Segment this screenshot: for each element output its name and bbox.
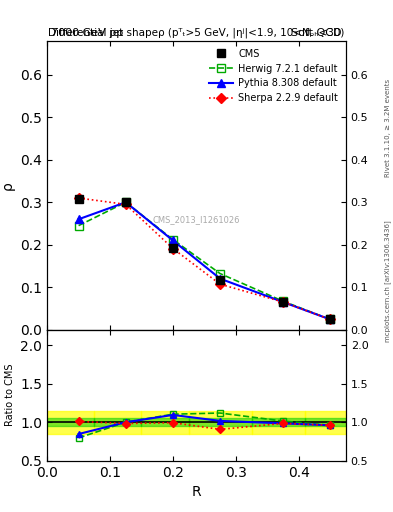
Pythia 8.308 default bbox=[171, 238, 175, 244]
Text: mcplots.cern.ch [arXiv:1306.3436]: mcplots.cern.ch [arXiv:1306.3436] bbox=[384, 221, 391, 343]
Sherpa 2.2.9 default bbox=[171, 245, 175, 251]
Sherpa 2.2.9 default bbox=[123, 201, 128, 207]
Legend: CMS, Herwig 7.2.1 default, Pythia 8.308 default, Sherpa 2.2.9 default: CMS, Herwig 7.2.1 default, Pythia 8.308 … bbox=[206, 46, 341, 106]
Line: Herwig 7.2.1 default: Herwig 7.2.1 default bbox=[74, 198, 334, 324]
Herwig 7.2.1 default bbox=[218, 270, 222, 276]
CMS bbox=[218, 276, 222, 283]
Pythia 8.308 default bbox=[328, 316, 332, 323]
Sherpa 2.2.9 default bbox=[328, 316, 332, 323]
Sherpa 2.2.9 default bbox=[218, 281, 222, 287]
Herwig 7.2.1 default bbox=[76, 223, 81, 229]
Herwig 7.2.1 default bbox=[123, 199, 128, 205]
CMS bbox=[123, 199, 128, 205]
Text: 7000 GeV pp: 7000 GeV pp bbox=[51, 28, 123, 38]
Text: Rivet 3.1.10, ≥ 3.2M events: Rivet 3.1.10, ≥ 3.2M events bbox=[385, 79, 391, 177]
X-axis label: R: R bbox=[192, 485, 201, 499]
Line: CMS: CMS bbox=[74, 195, 334, 323]
Herwig 7.2.1 default bbox=[281, 298, 285, 304]
Pythia 8.308 default bbox=[76, 216, 81, 222]
Text: CMS_2013_I1261026: CMS_2013_I1261026 bbox=[153, 216, 240, 224]
Pythia 8.308 default bbox=[218, 275, 222, 282]
Pythia 8.308 default bbox=[281, 299, 285, 305]
Herwig 7.2.1 default bbox=[328, 316, 332, 323]
CMS bbox=[76, 196, 81, 202]
Line: Sherpa 2.2.9 default: Sherpa 2.2.9 default bbox=[75, 195, 334, 323]
CMS bbox=[281, 298, 285, 305]
Y-axis label: ρ: ρ bbox=[1, 181, 15, 190]
Sherpa 2.2.9 default bbox=[76, 195, 81, 201]
CMS bbox=[171, 245, 175, 251]
Sherpa 2.2.9 default bbox=[281, 299, 285, 305]
Herwig 7.2.1 default bbox=[171, 237, 175, 243]
Line: Pythia 8.308 default: Pythia 8.308 default bbox=[74, 198, 334, 324]
Title: Differential jet shapeρ (pᵀₜ>5 GeV, |ηʲ|<1.9, 10<Nₚₕ<30): Differential jet shapeρ (pᵀₜ>5 GeV, |ηʲ|… bbox=[48, 28, 345, 38]
Y-axis label: Ratio to CMS: Ratio to CMS bbox=[5, 364, 15, 426]
Pythia 8.308 default bbox=[123, 199, 128, 205]
CMS bbox=[328, 316, 332, 322]
Text: Soft QCD: Soft QCD bbox=[292, 28, 342, 38]
